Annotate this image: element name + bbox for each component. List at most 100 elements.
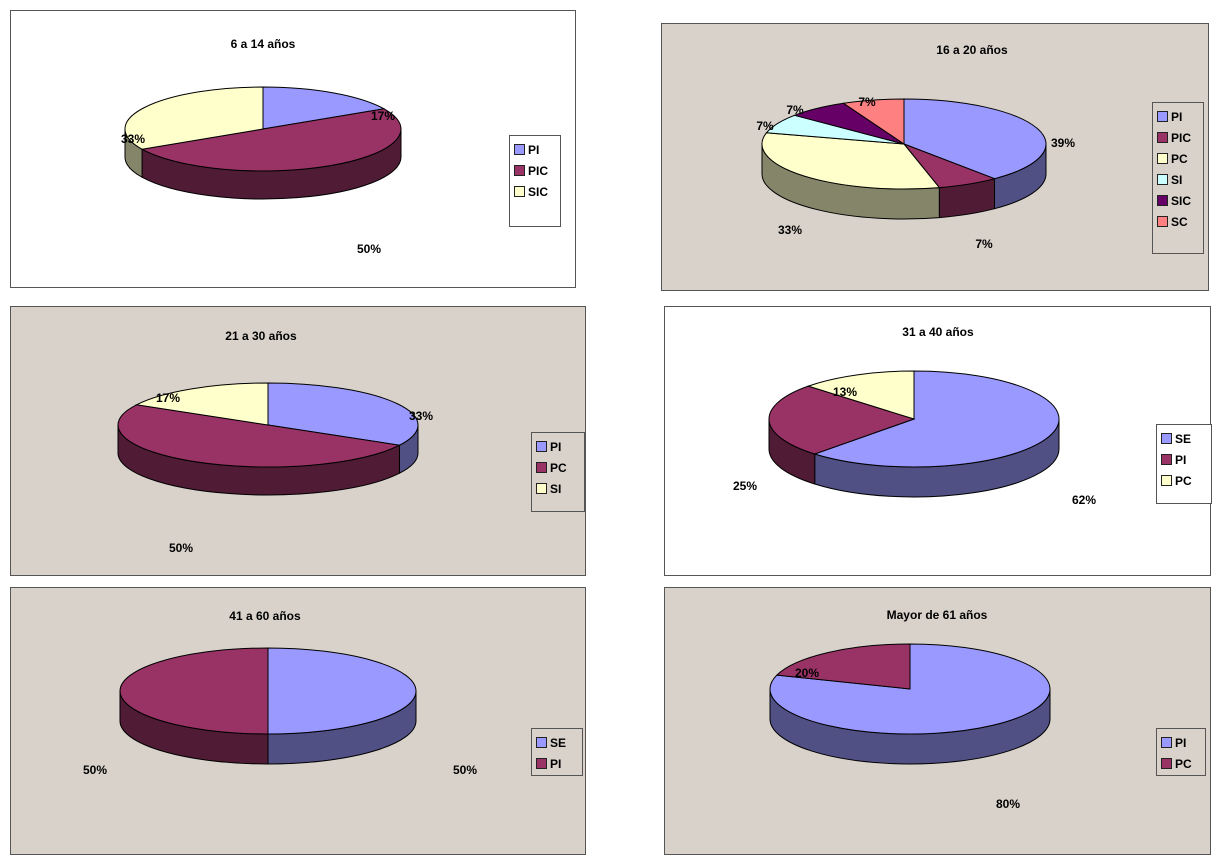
data-label-pi: 25% — [733, 479, 757, 493]
data-label-si: 17% — [156, 391, 180, 405]
pie-chart-panel-31-a-40-a-os: 31 a 40 años 62% 25% 13% SE PI PC — [664, 306, 1212, 576]
legend-label: SIC — [1171, 193, 1192, 208]
pie-slice-pi — [262, 86, 386, 130]
legend-swatch — [1161, 475, 1172, 486]
pie-slice-pc — [775, 643, 911, 690]
legend-item-si: SI — [1157, 169, 1198, 190]
data-label-pic: 50% — [357, 242, 381, 256]
data-label-pi: 80% — [996, 797, 1020, 811]
pie-slice-pc — [117, 404, 402, 468]
pie-chart-svg: 41 a 60 años 50% 50% — [83, 609, 477, 777]
legend-swatch — [1157, 174, 1168, 185]
pie-slice-se — [813, 370, 1060, 468]
legend-swatch — [1161, 454, 1172, 465]
data-label-pi: 33% — [409, 409, 433, 423]
legend-swatch — [1161, 433, 1172, 444]
data-label-sic: 33% — [121, 132, 145, 146]
chart-title: 6 a 14 años — [231, 37, 296, 51]
legend-label: PI — [1171, 109, 1183, 124]
legend-swatch — [536, 441, 547, 452]
data-label-pi: 17% — [371, 109, 395, 123]
legend-item-pc: PC — [1161, 753, 1200, 774]
pie-slice-se — [267, 647, 417, 735]
legend-swatch — [1157, 111, 1168, 122]
chart-title: 21 a 30 años — [225, 329, 297, 343]
data-label-pc: 33% — [778, 223, 802, 237]
legend-label: SI — [550, 481, 562, 496]
pie-chart-panel-6-a-14-a-os: 6 a 14 años 17% 50% 33% PI PIC SIC — [10, 10, 576, 288]
pie-chart-svg: 21 a 30 años 33% 50% 17% — [117, 329, 433, 555]
chart-title: 31 a 40 años — [902, 325, 974, 339]
data-label-se: 50% — [453, 763, 477, 777]
legend-label: PI — [528, 142, 540, 157]
legend-label: PI — [1175, 735, 1187, 750]
pie-slice-pc — [761, 132, 941, 190]
pie-slice-pi — [267, 382, 419, 446]
chart-legend: SE PI PC — [1156, 424, 1212, 504]
data-label-sc: 7% — [858, 95, 876, 109]
data-label-pi: 50% — [83, 763, 107, 777]
legend-swatch — [1161, 737, 1172, 748]
legend-item-pc: PC — [536, 457, 579, 478]
legend-swatch — [514, 144, 525, 155]
legend-label: PIC — [1171, 130, 1192, 145]
legend-swatch — [536, 483, 547, 494]
legend-swatch — [1157, 153, 1168, 164]
legend-label: SIC — [528, 184, 549, 199]
pie-chart-panel-41-a-60-a-os: 41 a 60 años 50% 50% SE PI — [10, 587, 586, 855]
legend-item-pi: PI — [536, 436, 579, 457]
legend-label: SC — [1171, 214, 1188, 229]
legend-item-pic: PIC — [1157, 127, 1198, 148]
legend-item-pi: PI — [536, 753, 577, 774]
pie-slice-si — [134, 382, 269, 426]
legend-item-si: SI — [536, 478, 579, 499]
legend-label: PC — [1175, 473, 1192, 488]
legend-label: PC — [550, 460, 567, 475]
data-label-pc: 20% — [795, 666, 819, 680]
data-label-se: 62% — [1072, 493, 1096, 507]
legend-swatch — [514, 165, 525, 176]
pie-slice-pi — [768, 385, 916, 455]
legend-swatch — [1157, 216, 1168, 227]
pie-slice-sc — [842, 98, 905, 145]
pie-slice-pic — [140, 108, 402, 172]
legend-item-pc: PC — [1157, 148, 1198, 169]
pie-chart-panel-mayor-de-61-a-os: Mayor de 61 años 80% 20% PI PC — [664, 587, 1211, 855]
legend-item-pi: PI — [514, 139, 555, 160]
chart-legend: PI PIC SIC — [509, 135, 561, 227]
pie-slice-sic — [124, 86, 264, 150]
pie-chart-svg: 6 a 14 años 17% 50% 33% — [121, 37, 402, 256]
legend-label: SE — [1175, 431, 1192, 446]
legend-label: SI — [1171, 172, 1183, 187]
legend-swatch — [536, 737, 547, 748]
legend-label: PIC — [528, 163, 549, 178]
legend-item-se: SE — [536, 732, 577, 753]
legend-label: PI — [550, 756, 562, 771]
legend-label: PC — [1171, 151, 1188, 166]
legend-swatch — [1157, 195, 1168, 206]
pie-chart-panel-21-a-30-a-os: 21 a 30 años 33% 50% 17% PI PC SI — [10, 306, 586, 576]
data-label-sic: 7% — [786, 103, 804, 117]
legend-item-pi: PI — [1161, 449, 1206, 470]
legend-item-pi: PI — [1157, 106, 1198, 127]
pie-chart-svg: Mayor de 61 años 80% 20% — [769, 608, 1051, 811]
legend-item-sic: SIC — [1157, 190, 1198, 211]
chart-legend: PI PC SI — [531, 432, 585, 512]
legend-swatch — [536, 462, 547, 473]
legend-label: PC — [1175, 756, 1192, 771]
pie-chart-panel-16-a-20-a-os: 16 a 20 años 39% 7% 33% 7% 7% 7% PI PIC PC SI SIC SC — [661, 23, 1209, 291]
legend-item-se: SE — [1161, 428, 1206, 449]
legend-item-pic: PIC — [514, 160, 555, 181]
data-label-pic: 7% — [975, 237, 993, 251]
pie-slice-pi — [903, 98, 1047, 180]
pie-chart-svg: 31 a 40 años 62% 25% 13% — [733, 325, 1096, 507]
data-label-pc: 13% — [833, 385, 857, 399]
legend-label: PI — [550, 439, 562, 454]
legend-label: SE — [550, 735, 567, 750]
data-label-si: 7% — [756, 119, 774, 133]
legend-item-sc: SC — [1157, 211, 1198, 232]
legend-swatch — [1157, 132, 1168, 143]
chart-legend: PI PIC PC SI SIC SC — [1152, 102, 1204, 254]
chart-title: 16 a 20 años — [936, 43, 1008, 57]
legend-swatch — [1161, 758, 1172, 769]
